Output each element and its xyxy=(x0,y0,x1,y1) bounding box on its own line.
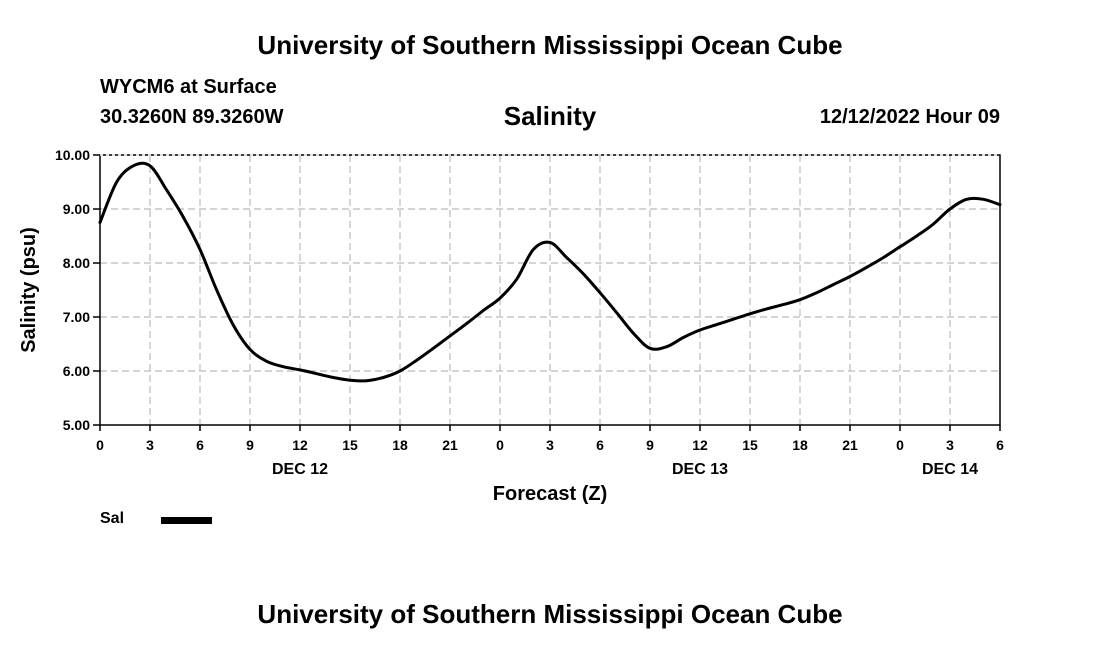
bottom-org-title: University of Southern Mississippi Ocean… xyxy=(257,599,843,629)
x-tick-label: 21 xyxy=(842,437,858,453)
x-axis-label: Forecast (Z) xyxy=(493,483,607,505)
x-tick-label: 3 xyxy=(546,437,554,453)
top-org-title: University of Southern Mississippi Ocean… xyxy=(257,30,843,60)
x-tick-label: 9 xyxy=(646,437,654,453)
station-label: WYCM6 at Surface xyxy=(100,76,277,98)
x-tick-label: 9 xyxy=(246,437,254,453)
x-tick-label: 6 xyxy=(996,437,1004,453)
legend-label: Sal xyxy=(100,510,125,527)
x-tick-label: 0 xyxy=(96,437,104,453)
y-axis-label: Salinity (psu) xyxy=(18,227,40,353)
date-label: DEC 14 xyxy=(922,461,978,478)
series-line-sal xyxy=(98,161,1002,383)
coordinates-label: 30.3260N 89.3260W xyxy=(100,106,284,128)
date-label: DEC 13 xyxy=(672,461,728,478)
x-tick-label: 3 xyxy=(946,437,954,453)
x-tick-label: 15 xyxy=(742,437,758,453)
chart-title: Salinity xyxy=(503,101,597,131)
series-layer xyxy=(98,161,1002,383)
y-tick-label: 8.00 xyxy=(63,255,90,271)
x-tick-label: 0 xyxy=(496,437,504,453)
x-tick-label: 12 xyxy=(692,437,708,453)
x-tick-label: 6 xyxy=(196,437,204,453)
y-tick-label: 6.00 xyxy=(63,363,90,379)
x-tick-label: 0 xyxy=(896,437,904,453)
x-tick-label: 18 xyxy=(792,437,808,453)
datetime-label: 12/12/2022 Hour 09 xyxy=(819,106,1000,128)
x-tick-label: 21 xyxy=(442,437,458,453)
date-label: DEC 12 xyxy=(272,461,328,478)
x-tick-label: 15 xyxy=(342,437,358,453)
y-tick-label: 5.00 xyxy=(63,417,90,433)
legend-line-swatch xyxy=(161,517,212,524)
grid xyxy=(100,155,1000,425)
x-tick-label: 18 xyxy=(392,437,408,453)
axes: 0 3 6 9 12 15 18 21 0 3 6 9 12 15 18 21 0 3 6 5.00 6.00 7.00 8… xyxy=(55,147,1004,478)
y-tick-label: 7.00 xyxy=(63,309,90,325)
x-tick-label: 12 xyxy=(292,437,308,453)
y-tick-label: 10.00 xyxy=(55,147,90,163)
x-tick-label: 3 xyxy=(146,437,154,453)
x-tick-label: 6 xyxy=(596,437,604,453)
y-tick-label: 9.00 xyxy=(63,201,90,217)
